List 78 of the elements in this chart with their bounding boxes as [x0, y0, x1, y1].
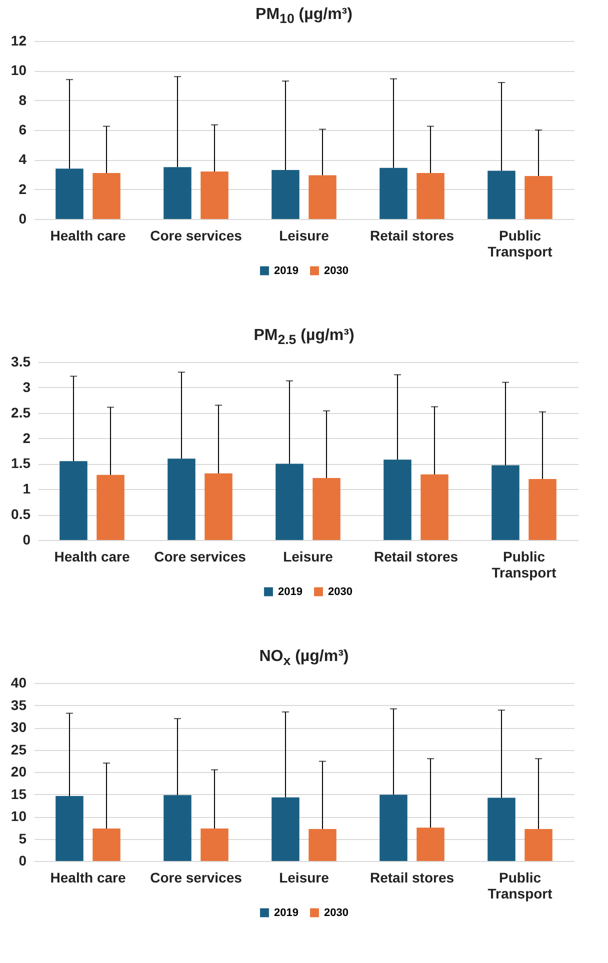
bar	[416, 173, 444, 219]
y-tick-label: 2	[18, 180, 27, 197]
y-tick-label: 25	[10, 741, 27, 758]
x-tick-label: Leisure	[279, 228, 330, 244]
y-tick-label: 20	[10, 764, 27, 780]
legend-label: 2019	[274, 906, 298, 919]
bar	[380, 794, 408, 861]
y-tick-label: 1	[22, 480, 31, 497]
y-tick-label: 6	[18, 122, 27, 138]
x-tick-label: Core services	[150, 870, 242, 886]
y-tick-label: 4	[18, 151, 27, 168]
y-tick-label: 3.5	[11, 354, 31, 370]
bar	[56, 168, 84, 219]
bar	[524, 828, 552, 861]
legend-label: 2030	[328, 586, 352, 598]
x-tick-label: Core services	[154, 548, 246, 564]
bar	[492, 465, 520, 540]
bar	[380, 168, 408, 219]
y-tick-label: 0	[18, 210, 27, 226]
bar	[164, 795, 192, 861]
bar	[420, 474, 448, 540]
bar	[488, 798, 516, 861]
y-tick-label: 30	[10, 719, 27, 735]
bar	[56, 796, 84, 861]
chart-title: NO$_{x}$ (µg/m³)	[258, 647, 350, 670]
x-tick-label: Public Transport	[488, 228, 553, 260]
bar	[488, 170, 516, 219]
bar	[200, 828, 228, 861]
y-tick-label: 35	[10, 696, 27, 713]
y-tick-label: 2	[22, 430, 31, 446]
chart-title: PM$_{2.5}$ (µg/m³)	[252, 326, 356, 350]
x-tick-label: Health care	[50, 228, 126, 244]
y-tick-label: 10	[10, 808, 27, 824]
x-tick-label: Leisure	[279, 870, 330, 886]
y-tick-label: 3	[22, 378, 31, 395]
legend-label: 2019	[274, 264, 298, 277]
bar	[272, 170, 300, 219]
bar	[92, 828, 120, 861]
bar	[308, 175, 336, 219]
bar	[204, 473, 232, 540]
bar	[164, 167, 192, 219]
y-tick-label: 0.5	[11, 506, 31, 522]
x-tick-label: Retail stores	[370, 870, 454, 886]
y-tick-label: 0	[22, 532, 31, 548]
bar	[524, 176, 552, 219]
bar	[312, 478, 340, 540]
bar	[60, 461, 88, 540]
legend-label: 2019	[278, 586, 302, 598]
y-tick-label: 12	[10, 32, 27, 48]
bar	[528, 478, 556, 540]
bar	[92, 173, 120, 219]
y-tick-label: 0	[18, 852, 27, 868]
bar	[276, 464, 304, 540]
y-tick-label: 10	[10, 62, 27, 78]
x-tick-label: Retail stores	[374, 548, 458, 564]
y-tick-label: 15	[10, 786, 27, 802]
bar	[384, 460, 412, 540]
y-tick-label: 1.5	[11, 455, 31, 472]
bar	[272, 797, 300, 861]
y-tick-label: 8	[18, 92, 27, 108]
x-tick-label: Retail stores	[370, 228, 454, 244]
legend-label: 2030	[324, 906, 348, 919]
bar	[96, 474, 124, 540]
bar	[308, 828, 336, 861]
x-tick-label: Health care	[54, 548, 130, 564]
bar	[168, 458, 196, 540]
bar	[200, 172, 228, 219]
x-tick-label: Health care	[50, 870, 126, 886]
x-tick-label: Public Transport	[488, 870, 553, 902]
x-tick-label: Public Transport	[492, 548, 557, 580]
x-tick-label: Leisure	[283, 548, 334, 564]
y-tick-label: 5	[18, 830, 27, 846]
legend-label: 2030	[324, 264, 348, 277]
y-tick-label: 40	[10, 674, 27, 690]
chart-title: PM$_{10}$ (µg/m³)	[254, 5, 354, 28]
x-tick-label: Core services	[150, 228, 242, 244]
y-tick-label: 2.5	[11, 404, 31, 420]
bar	[416, 828, 444, 861]
